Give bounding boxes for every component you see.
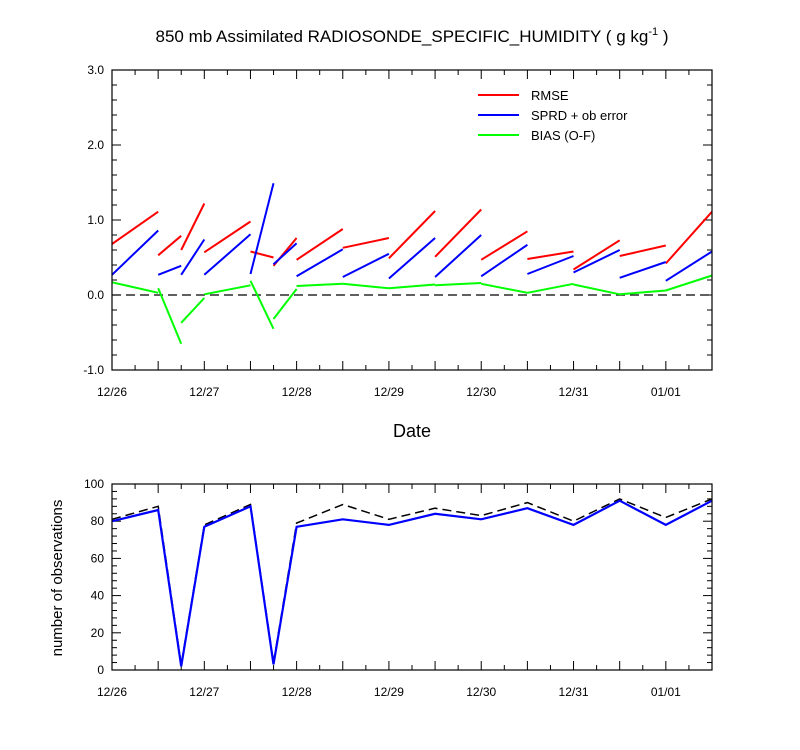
x-tick-label: 12/28 <box>282 685 312 699</box>
x-tick-label: 12/28 <box>282 385 312 399</box>
y-tick-label: 100 <box>84 477 104 491</box>
x-tick-label: 12/26 <box>97 685 127 699</box>
chart-title-exponent: -1 <box>648 26 658 38</box>
series-segment-rmse <box>296 228 344 261</box>
legend-label: RMSE <box>531 88 569 103</box>
series-segment-sprd-ob-error <box>480 243 528 278</box>
y-axis-label: number of observations <box>49 500 66 657</box>
series-segment-sprd-ob-error <box>111 229 159 276</box>
x-tick-label: 12/29 <box>374 385 404 399</box>
series-segment-bias-o-f <box>619 289 666 296</box>
series-segment-rmse <box>180 203 206 251</box>
y-tick-label: 3.0 <box>87 63 104 77</box>
bottom-panel: 0 20 40 60 80 100 12/26 12/27 12/28 12/29 12/30 12/… <box>49 477 713 699</box>
series-segment-sprd-ob-error <box>619 261 667 279</box>
top-series-group <box>111 182 713 345</box>
x-tick-label: 12/31 <box>559 685 589 699</box>
series-segment-sprd-ob-error <box>272 242 298 266</box>
x-tick-label: 12/30 <box>466 685 496 699</box>
series-segment-bias-o-f <box>388 283 436 290</box>
y-tick-label: -1.0 <box>83 363 104 377</box>
series-segment-rmse <box>480 230 528 261</box>
series-line-assimilated <box>111 499 713 667</box>
x-axis-label: Date <box>393 421 431 441</box>
series-segment-bias-o-f <box>481 282 528 294</box>
plot-border <box>111 69 713 371</box>
series-segment-sprd-ob-error <box>573 249 621 274</box>
series-segment-sprd-ob-error <box>434 234 482 278</box>
series-segment-sprd-ob-error <box>342 252 390 278</box>
bottom-series-group <box>111 498 713 667</box>
y-tick-label: 0.0 <box>87 288 104 302</box>
y-tick-label: 80 <box>91 514 105 528</box>
y-tick-label: 0 <box>97 663 104 677</box>
series-segment-bias-o-f <box>342 282 389 290</box>
series-segment-sprd-ob-error <box>388 237 436 280</box>
y-tick-label: 20 <box>91 626 105 640</box>
chart-title: 850 mb Assimilated RADIOSONDE_SPECIFIC_H… <box>156 26 669 46</box>
y-tick-label: 1.0 <box>87 213 104 227</box>
bottom-frame <box>111 483 713 671</box>
x-tick-label: 01/01 <box>651 685 681 699</box>
series-segment-rmse <box>527 250 574 260</box>
series-segment-bias-o-f <box>272 288 298 320</box>
top-axes: -1.0 0.0 1.0 2.0 3.0 12/26 12/27 12/28 12/29 12/3… <box>83 63 713 399</box>
x-tick-label: 01/01 <box>651 385 681 399</box>
series-segment-rmse <box>434 208 482 258</box>
series-segment-rmse <box>342 237 390 249</box>
series-segment-sprd-ob-error <box>527 255 574 275</box>
series-segment-bias-o-f <box>296 282 343 287</box>
x-tick-label: 12/31 <box>559 385 589 399</box>
series-segment-rmse <box>388 210 436 259</box>
x-tick-label: 12/30 <box>466 385 496 399</box>
series-segment-bias-o-f <box>204 284 251 296</box>
plot-border <box>111 483 713 671</box>
series-segment-bias-o-f <box>157 287 183 345</box>
x-tick-label: 12/26 <box>97 385 127 399</box>
series-segment-rmse <box>665 211 713 265</box>
chart-title-main: 850 mb Assimilated RADIOSONDE_SPECIFIC_H… <box>156 27 649 46</box>
series-segment-sprd-ob-error <box>203 233 252 276</box>
series-segment-bias-o-f <box>111 281 159 294</box>
series-segment-rmse <box>203 220 252 254</box>
series-segment-bias-o-f <box>180 297 206 324</box>
series-segment-bias-o-f <box>249 280 275 330</box>
series-segment-sprd-ob-error <box>180 238 206 276</box>
y-tick-label: 60 <box>91 551 105 565</box>
series-segment-sprd-ob-error <box>249 182 275 275</box>
chart-title-close: ) <box>658 27 668 46</box>
series-segment-bias-o-f <box>527 282 574 294</box>
top-panel: 850 mb Assimilated RADIOSONDE_SPECIFIC_H… <box>83 26 713 441</box>
x-tick-label: 12/27 <box>189 385 219 399</box>
x-tick-label: 12/27 <box>189 685 219 699</box>
top-frame <box>111 69 713 371</box>
series-segment-rmse <box>157 235 182 257</box>
bottom-axes: 0 20 40 60 80 100 12/26 12/27 12/28 12/29 12/30 12/… <box>84 477 713 699</box>
y-tick-label: 2.0 <box>87 138 104 152</box>
series-segment-rmse <box>111 210 159 245</box>
y-tick-label: 40 <box>91 589 105 603</box>
series-segment-bias-o-f <box>665 274 713 292</box>
x-tick-label: 12/29 <box>374 685 404 699</box>
legend-label: SPRD + ob error <box>531 108 628 123</box>
series-segment-sprd-ob-error <box>157 264 182 276</box>
series-segment-sprd-ob-error <box>296 248 344 278</box>
series-line-possible <box>111 498 713 665</box>
series-segment-rmse <box>572 239 621 271</box>
legend-label: BIAS (O-F) <box>531 128 595 143</box>
legend: RMSE SPRD + ob error BIAS (O-F) <box>478 88 628 143</box>
series-segment-bias-o-f <box>573 283 620 296</box>
series-segment-rmse <box>619 244 667 257</box>
series-segment-bias-o-f <box>435 282 482 287</box>
series-segment-sprd-ob-error <box>665 250 713 282</box>
series-segment-rmse <box>250 250 274 259</box>
